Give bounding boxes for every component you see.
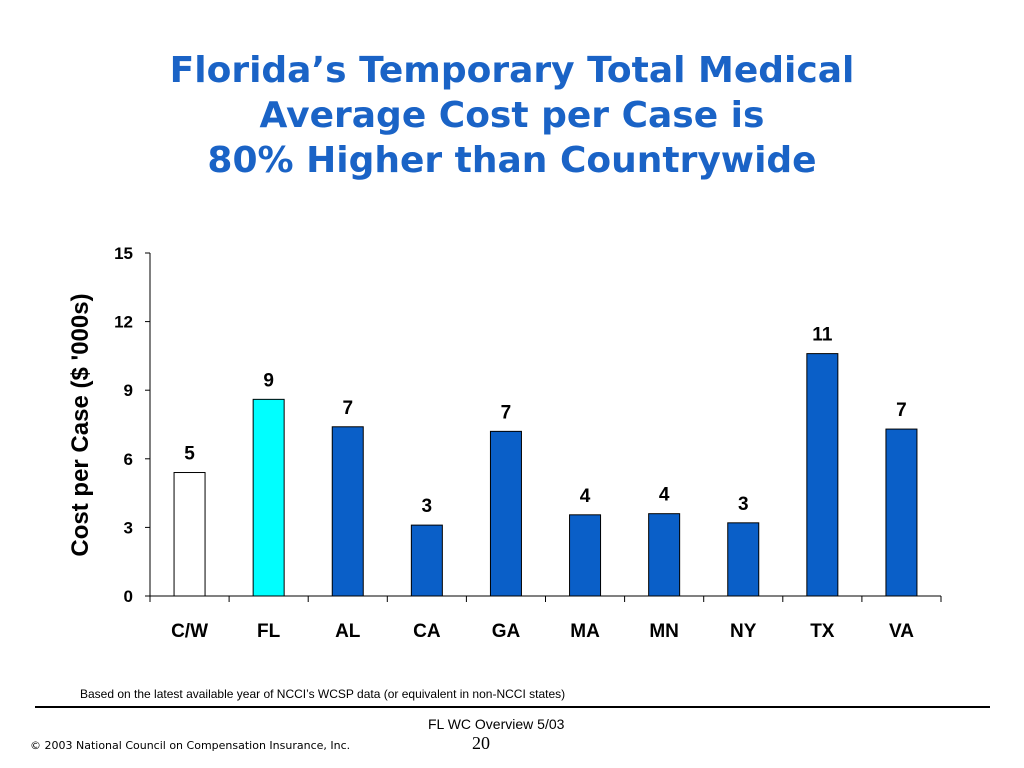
data-label: 3 — [422, 496, 433, 517]
footer-divider — [35, 706, 990, 708]
y-tick-label: 12 — [114, 313, 133, 332]
bar-mn — [648, 513, 681, 597]
footer-overview: FL WC Overview 5/03 — [428, 716, 565, 732]
title-line-2: Average Cost per Case is — [259, 95, 765, 136]
slide-title: Florida’s Temporary Total Medical Averag… — [0, 48, 1024, 183]
category-label: AL — [335, 621, 361, 642]
y-tick-label: 9 — [124, 381, 133, 400]
data-label: 3 — [738, 494, 749, 515]
copyright-notice: © 2003 National Council on Compensation … — [30, 739, 351, 752]
title-line-1: Florida’s Temporary Total Medical — [169, 50, 855, 91]
data-label: 9 — [263, 370, 274, 391]
y-tick-label: 6 — [124, 450, 133, 469]
data-label: 5 — [184, 444, 195, 465]
data-label: 4 — [659, 485, 670, 506]
bar-c-w — [173, 472, 206, 597]
category-label: MA — [570, 621, 600, 642]
category-label: VA — [889, 621, 914, 642]
bar-fl — [252, 398, 285, 597]
bar-chart: 0 3 6 9 12 15 C/W 5 FL 9 AL 7 CA 3 GA 7 MA 4 MN 4 NY 3 TX 11 VA 7… — [67, 244, 942, 642]
category-label: FL — [257, 621, 281, 642]
category-label: C/W — [171, 621, 208, 642]
footnote: Based on the latest available year of NC… — [80, 687, 566, 701]
bar-ny — [727, 522, 760, 597]
y-axis-title: Cost per Case ($ '000s) — [67, 293, 94, 556]
y-tick-label: 3 — [124, 518, 133, 537]
bar-ca — [410, 524, 443, 597]
bar-ma — [569, 514, 602, 597]
bar-al — [331, 426, 364, 597]
y-tick-label: 15 — [114, 244, 133, 263]
title-line-3: 80% Higher than Countrywide — [207, 140, 817, 181]
data-label: 7 — [896, 400, 907, 421]
data-label: 11 — [812, 325, 833, 346]
category-label: GA — [492, 621, 521, 642]
bar-va — [885, 428, 918, 597]
data-label: 7 — [342, 398, 353, 419]
y-tick-label: 0 — [124, 587, 133, 606]
category-label: NY — [730, 621, 757, 642]
data-label: 7 — [501, 402, 512, 423]
page-number: 20 — [472, 733, 490, 753]
category-label: MN — [649, 621, 679, 642]
data-label: 4 — [580, 486, 591, 507]
category-label: TX — [810, 621, 835, 642]
category-label: CA — [413, 621, 441, 642]
bar-tx — [806, 353, 839, 597]
bar-ga — [489, 430, 522, 597]
